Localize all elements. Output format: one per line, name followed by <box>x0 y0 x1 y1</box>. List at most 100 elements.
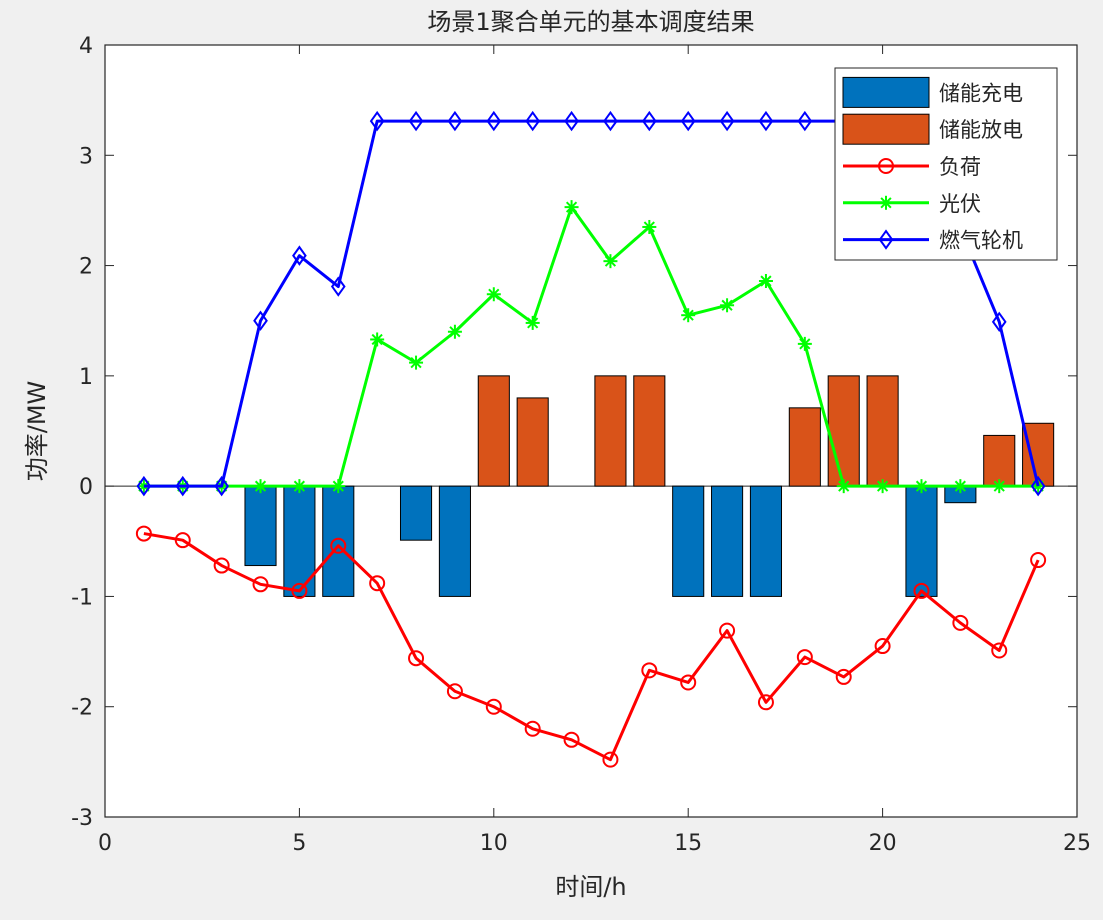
asterisk-stroke <box>488 288 500 300</box>
data-point <box>796 649 813 666</box>
y-axis: -3 -2 -1 0 1 2 3 4 <box>71 34 1077 831</box>
bar-discharge <box>594 375 627 487</box>
data-point <box>680 110 696 132</box>
bar-charge <box>711 485 744 597</box>
data-point <box>524 720 541 737</box>
data-point <box>913 582 930 599</box>
data-point <box>446 683 463 700</box>
data-point <box>213 557 230 574</box>
data-point <box>447 110 463 132</box>
asterisk-stroke <box>876 480 889 492</box>
data-point <box>720 298 735 313</box>
data-point <box>681 308 696 323</box>
legend-marker <box>878 158 894 174</box>
asterisk-stroke <box>254 480 267 492</box>
data-point <box>991 311 1007 333</box>
y-tick-label: 0 <box>79 475 93 500</box>
data-point <box>757 694 774 711</box>
data-point <box>485 698 502 715</box>
bar-discharge <box>633 375 666 487</box>
y-tick-label: 3 <box>79 144 93 169</box>
data-point <box>758 274 773 289</box>
data-point <box>447 324 462 339</box>
y-tick-label: 4 <box>79 34 93 59</box>
legend-swatch <box>842 113 930 145</box>
asterisk-stroke <box>721 299 733 311</box>
asterisk-stroke <box>838 480 850 492</box>
data-point <box>369 575 386 592</box>
asterisk-stroke <box>993 480 1005 492</box>
bar-discharge <box>788 407 821 487</box>
legend-swatch <box>842 76 930 108</box>
x-axis: 0 5 10 15 20 25 <box>98 45 1091 856</box>
x-tick-label: 25 <box>1063 831 1091 856</box>
bar-charge <box>322 485 355 597</box>
data-point <box>408 110 424 132</box>
data-point <box>525 110 541 132</box>
legend-marker <box>878 229 894 250</box>
data-point <box>330 276 346 297</box>
asterisk-stroke <box>410 357 422 369</box>
data-point <box>136 475 152 497</box>
data-point <box>563 731 580 748</box>
bar-discharge <box>516 397 549 487</box>
data-point <box>1030 475 1046 497</box>
data-point <box>564 200 579 215</box>
chart-title: 场景1聚合单元的基本调度结果 <box>427 8 754 36</box>
plot-frame <box>104 44 1078 818</box>
y-tick-label: -3 <box>71 806 93 831</box>
data-point <box>680 674 697 691</box>
data-point <box>953 479 968 494</box>
data-point <box>253 310 268 331</box>
data-point <box>1030 552 1047 569</box>
data-point <box>914 479 929 494</box>
bar-charge <box>672 485 705 597</box>
data-point <box>370 332 385 347</box>
data-point <box>291 582 308 599</box>
data-point <box>331 479 346 494</box>
data-point <box>369 110 385 132</box>
data-point <box>486 110 502 132</box>
data-point <box>408 650 425 667</box>
y-tick-label: 1 <box>79 365 93 390</box>
asterisk-stroke <box>565 201 578 213</box>
bar-charge <box>749 485 783 597</box>
x-tick-label: 10 <box>480 831 508 856</box>
data-point <box>875 479 890 494</box>
data-point <box>991 642 1008 659</box>
asterisk-stroke <box>293 480 306 492</box>
legend-label: 负荷 <box>939 155 981 179</box>
data-point <box>135 525 152 542</box>
asterisk-stroke <box>915 480 928 492</box>
x-tick-label: 15 <box>674 831 702 856</box>
data-point <box>252 576 269 593</box>
y-tick-label: 2 <box>79 255 93 280</box>
asterisk-stroke <box>332 480 344 492</box>
data-point <box>253 479 268 494</box>
data-point <box>564 110 579 132</box>
y-axis-label: 功率/MW <box>23 381 51 482</box>
data-point <box>214 475 229 497</box>
data-point <box>174 532 191 549</box>
asterisk-stroke <box>682 309 694 321</box>
asterisk-stroke <box>954 480 966 492</box>
bar-discharge <box>866 375 899 487</box>
asterisk-stroke <box>527 317 539 329</box>
asterisk-stroke <box>760 275 772 287</box>
y-tick-label: -2 <box>71 696 93 721</box>
data-point <box>874 638 891 655</box>
data-point <box>642 219 657 234</box>
data-point <box>719 622 736 639</box>
legend-label: 储能放电 <box>939 118 1023 142</box>
bar-charge <box>244 485 277 567</box>
data-point <box>797 336 812 351</box>
asterisk-stroke <box>449 326 461 338</box>
bar-charge <box>905 485 938 597</box>
asterisk-stroke <box>371 333 383 346</box>
data-point <box>641 662 658 679</box>
x-axis-label: 时间/h <box>555 873 626 901</box>
x-tick-label: 0 <box>98 831 112 856</box>
bar-charge <box>399 485 433 541</box>
y-tick-label: -1 <box>71 585 93 610</box>
